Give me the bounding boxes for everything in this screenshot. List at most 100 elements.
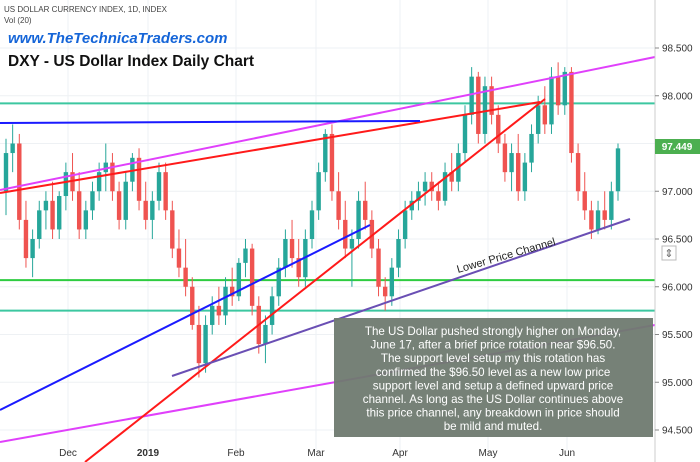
brand-watermark: www.TheTechnicaTraders.com — [8, 30, 228, 47]
candles-layer — [3, 62, 621, 378]
candle-body — [529, 133, 534, 163]
candle-body — [589, 210, 594, 230]
candle-body — [316, 172, 321, 211]
candle-body — [23, 219, 29, 259]
candle-body — [76, 191, 82, 230]
red-upper-trendline — [0, 101, 541, 194]
x-axis-ticks: Dec 2019 Feb Mar Apr May Jun — [59, 448, 575, 459]
candle-body — [110, 162, 115, 192]
candle-body — [309, 210, 315, 239]
candle-body — [542, 105, 548, 125]
candle-body — [356, 200, 361, 239]
candle-body — [496, 114, 501, 144]
candle-body — [442, 172, 448, 201]
candle-body — [516, 153, 521, 192]
candle-body — [170, 210, 175, 249]
candle-body — [236, 262, 242, 297]
x-tick-label: Apr — [392, 448, 408, 459]
magenta-upper-channel-line — [0, 56, 656, 191]
scale-toggle-icon: ⇕ — [664, 247, 673, 260]
volume-line: Vol (20) — [4, 16, 32, 25]
x-tick-label: Mar — [307, 448, 325, 459]
candle-body — [409, 200, 414, 211]
candle-body — [502, 143, 508, 173]
annotation-line: June 17, after a brief price rotation ne… — [371, 339, 616, 352]
blue-resistance-line — [0, 120, 421, 124]
lower-price-channel-label: Lower Price Channel — [456, 236, 557, 276]
candle-body — [163, 172, 168, 211]
scale-toggle-box — [661, 245, 677, 261]
annotation-line: support level and setup a defined upward… — [373, 379, 613, 392]
candle-body — [269, 296, 275, 325]
annotation-line: confirmed the $96.50 level as a new low … — [376, 366, 611, 379]
candle-body — [422, 181, 428, 192]
candle-body — [429, 181, 434, 192]
candle-body — [482, 86, 488, 134]
candle-body — [196, 324, 202, 364]
annotation-line: The US Dollar pushed strongly higher on … — [365, 325, 621, 338]
trendlines — [0, 56, 656, 462]
candle-body — [363, 200, 368, 220]
candle-body — [396, 239, 401, 268]
scale-toggle[interactable]: ⇕ — [661, 245, 677, 261]
candle-body — [83, 210, 89, 230]
candle-body — [123, 181, 128, 220]
x-tick-label: Feb — [227, 448, 245, 459]
candle-body — [183, 267, 188, 287]
candle-body — [562, 71, 567, 106]
annotation-box: The US Dollar pushed strongly higher on … — [334, 318, 653, 437]
candle-body — [369, 219, 375, 249]
candle-body — [210, 305, 215, 325]
candle-body — [582, 191, 587, 211]
y-tick-label: 94.500 — [662, 426, 693, 437]
annotation-line: this price channel, any breakdown in pri… — [366, 407, 619, 420]
candle-body — [57, 196, 62, 230]
candle-body — [10, 143, 15, 154]
price-axis-background — [655, 0, 700, 462]
candle-body — [243, 248, 248, 263]
candle-body — [283, 239, 288, 268]
candle-body — [276, 267, 281, 297]
chart-title: DXY - US Dollar Index Daily Chart — [8, 53, 254, 70]
x-tick-label: 2019 — [137, 448, 160, 459]
candle-body — [216, 305, 222, 316]
last-price-tag: 97.449 — [655, 139, 700, 154]
candle-body — [349, 239, 355, 249]
candle-body — [323, 133, 328, 173]
candle-body — [223, 286, 228, 316]
candle-body — [555, 76, 561, 106]
candle-body — [615, 148, 621, 192]
candle-body — [37, 210, 42, 239]
y-tick-label: 98.500 — [662, 44, 693, 55]
y-tick-label: 98.000 — [662, 91, 693, 102]
horizontal-levels — [0, 102, 655, 312]
candle-body — [289, 239, 295, 259]
candle-body — [402, 210, 408, 239]
candle-body — [150, 200, 155, 220]
last-price-box — [655, 139, 700, 154]
candle-body — [96, 172, 102, 192]
candle-body — [476, 76, 481, 134]
candle-body — [416, 191, 421, 201]
candle-body — [176, 248, 182, 268]
candle-body — [296, 258, 301, 278]
candle-body — [143, 200, 148, 220]
candle-body — [469, 76, 474, 115]
symbol-line: US DOLLAR CURRENCY INDEX, 1D, INDEX — [4, 5, 168, 14]
candle-body — [136, 157, 142, 201]
annotation-line: channel. As long as the US Dollar contin… — [363, 393, 623, 406]
y-tick-label: 95.000 — [662, 378, 693, 389]
x-tick-label: Jun — [559, 448, 575, 459]
candle-body — [462, 114, 468, 154]
candle-body — [522, 162, 528, 192]
candle-body — [389, 267, 395, 297]
candle-body — [376, 248, 381, 287]
blue-rising-trendline — [0, 224, 371, 411]
candle-body — [382, 286, 388, 297]
candle-body — [569, 71, 574, 154]
candle-body — [329, 133, 335, 192]
candle-body — [602, 210, 607, 220]
candle-body — [30, 239, 35, 259]
candle-body — [156, 172, 162, 201]
